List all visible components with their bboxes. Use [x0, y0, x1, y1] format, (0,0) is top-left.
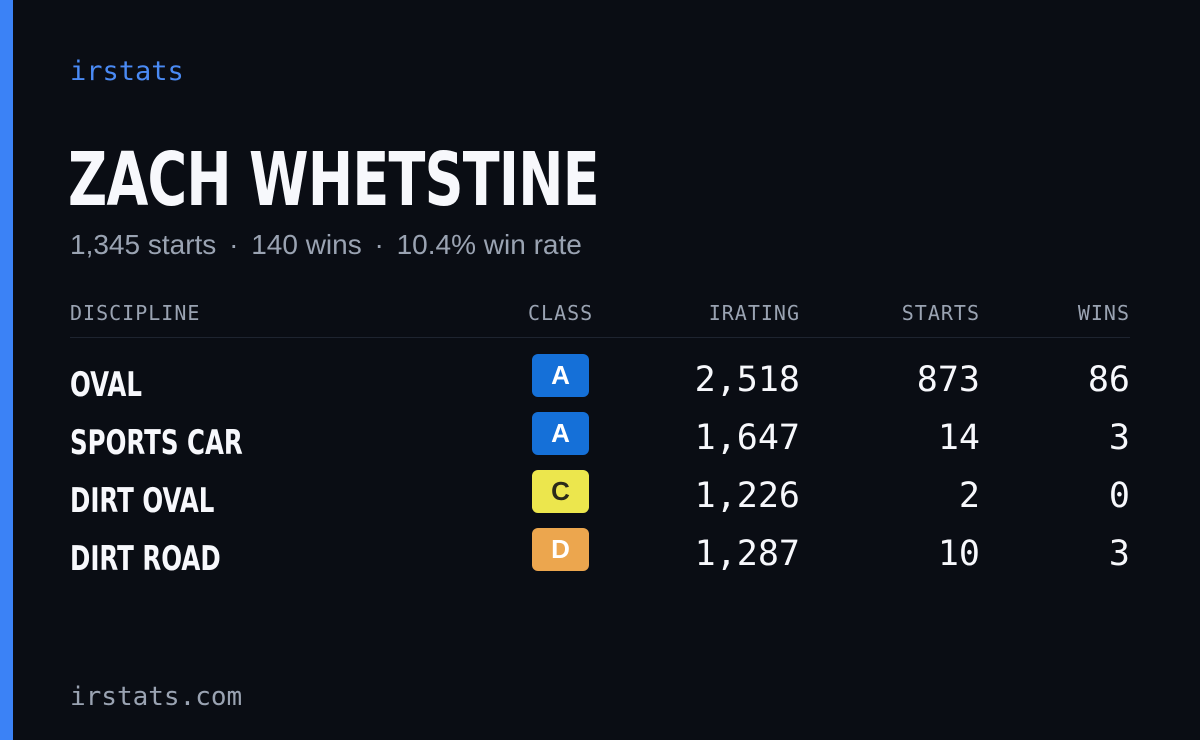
table-row: DIRT ROAD D 1,287 10 3 [0, 527, 1200, 585]
class-badge: D [532, 528, 589, 571]
brand-logo-text: irstats [70, 56, 184, 87]
starts-value: 10 [937, 534, 980, 574]
summary-separator: · [229, 229, 239, 260]
class-badge: C [532, 470, 589, 513]
discipline-label: DIRT OVAL [70, 481, 215, 521]
wins-value: 86 [1087, 360, 1130, 400]
summary-wins: 140 wins [251, 229, 362, 260]
discipline-label: SPORTS CAR [70, 423, 243, 463]
wins-value: 3 [1108, 534, 1130, 574]
column-header-discipline: DISCIPLINE [70, 301, 201, 325]
discipline-label: OVAL [70, 365, 142, 405]
table-row: DIRT OVAL C 1,226 2 0 [0, 469, 1200, 527]
irating-value: 1,226 [694, 476, 800, 516]
player-name: ZACH WHETSTINE [68, 137, 600, 223]
header-divider [70, 337, 1130, 338]
starts-value: 14 [937, 418, 980, 458]
irating-value: 1,647 [694, 418, 800, 458]
summary-win-rate: 10.4% win rate [396, 229, 582, 260]
summary-separator: · [374, 229, 384, 260]
table-row: SPORTS CAR A 1,647 14 3 [0, 411, 1200, 469]
irating-value: 2,518 [694, 360, 800, 400]
column-header-class: CLASS [528, 301, 594, 325]
class-badge: A [532, 354, 589, 397]
discipline-label: DIRT ROAD [70, 539, 221, 579]
footer-url-link[interactable]: irstats.com [70, 682, 243, 712]
wins-value: 0 [1108, 476, 1130, 516]
column-header-wins: WINS [1077, 301, 1130, 325]
column-header-starts: STARTS [901, 301, 980, 325]
column-header-irating: IRATING [708, 301, 800, 325]
starts-value: 873 [916, 360, 980, 400]
player-summary: 1,345 starts · 140 wins · 10.4% win rate [70, 226, 582, 264]
irating-value: 1,287 [694, 534, 800, 574]
accent-bar [0, 0, 13, 740]
starts-value: 2 [958, 476, 980, 516]
class-badge: A [532, 412, 589, 455]
summary-starts: 1,345 starts [70, 229, 217, 260]
wins-value: 3 [1108, 418, 1130, 458]
table-row: OVAL A 2,518 873 86 [0, 353, 1200, 411]
